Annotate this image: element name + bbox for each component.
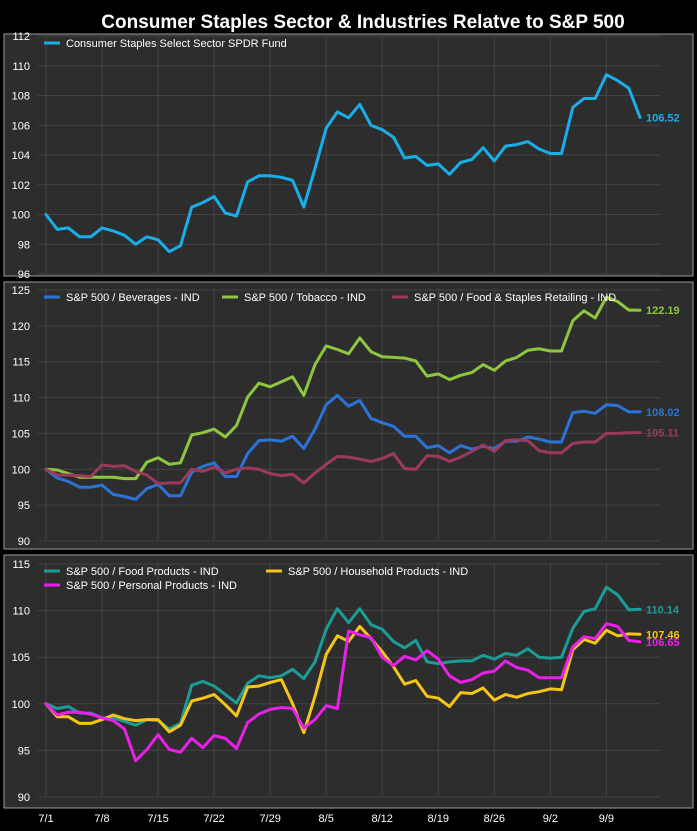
y-tick-label: 112 xyxy=(12,31,30,43)
chart-panel-2: 90 95 100 105 110 115 120 125 108.02 122.19 105.11… xyxy=(3,281,694,550)
y-tick-label: 102 xyxy=(12,180,30,192)
x-tick-label: 8/26 xyxy=(484,813,505,825)
y-tick-label: 120 xyxy=(12,321,30,333)
panel-frame xyxy=(3,554,694,809)
y-tick-label: 100 xyxy=(12,210,30,222)
y-tick-label: 95 xyxy=(18,500,30,512)
legend-entry: S&P 500 / Food & Staples Retailing - IND xyxy=(414,292,616,304)
y-tick-label: 108 xyxy=(12,91,30,103)
x-tick-label: 8/12 xyxy=(372,813,393,825)
y-tick-label: 105 xyxy=(12,652,30,664)
y-tick-label: 110 xyxy=(12,61,30,73)
y-tick-label: 110 xyxy=(12,393,30,405)
y-tick-label: 90 xyxy=(18,792,30,804)
y-tick-label: 110 xyxy=(12,606,30,618)
x-tick-label: 8/19 xyxy=(428,813,449,825)
y-tick-label: 96 xyxy=(18,269,30,281)
legend-entry: S&P 500 / Food Products - IND xyxy=(66,566,219,578)
legend-entry: S&P 500 / Tobacco - IND xyxy=(244,292,366,304)
x-tick-label: 7/22 xyxy=(203,813,224,825)
y-tick-label: 90 xyxy=(18,536,30,548)
legend-entry: S&P 500 / Beverages - IND xyxy=(66,292,200,304)
y-tick-label: 98 xyxy=(18,239,30,251)
x-tick-label: 7/29 xyxy=(259,813,280,825)
x-tick-label: 8/5 xyxy=(319,813,334,825)
y-tick-label: 125 xyxy=(12,285,30,297)
series-line xyxy=(44,624,642,735)
legend-entry: S&P 500 / Household Products - IND xyxy=(288,566,468,578)
series-end-label: 108.02 xyxy=(646,407,680,419)
panel-frame xyxy=(3,281,694,550)
series-end-label: 107.46 xyxy=(646,629,680,641)
series-end-label: 106.65 xyxy=(646,637,680,649)
x-tick-label: 7/8 xyxy=(94,813,109,825)
y-tick-label: 115 xyxy=(12,559,30,571)
y-tick-label: 115 xyxy=(12,357,30,369)
series-line xyxy=(44,393,642,501)
y-tick-label: 95 xyxy=(18,745,30,757)
series-line xyxy=(44,622,642,763)
y-tick-label: 106 xyxy=(12,120,30,132)
y-tick-label: 105 xyxy=(12,428,30,440)
y-tick-label: 104 xyxy=(12,150,30,162)
series-end-label: 122.19 xyxy=(646,305,680,317)
chart-title: Consumer Staples Sector & Industries Rel… xyxy=(101,12,624,33)
chart-panels: 96 98 100 102 104 106 108 110 112 106.52 Consumer … xyxy=(3,31,694,809)
x-tick-label: 7/15 xyxy=(147,813,168,825)
series-line xyxy=(44,73,642,254)
series-line xyxy=(44,295,642,481)
x-tick-label: 9/9 xyxy=(599,813,614,825)
series-end-label: 106.52 xyxy=(646,113,680,125)
x-axis: 7/1 7/8 7/15 7/22 7/29 8/5 8/12 8/19 8/26 9/2 9/9 xyxy=(38,813,614,825)
series-line xyxy=(44,431,642,486)
legend-entry: Consumer Staples Select Sector SPDR Fund xyxy=(66,38,287,50)
chart-panel-1: 96 98 100 102 104 106 108 110 112 106.52 Consumer … xyxy=(3,31,694,281)
series-end-label: 110.14 xyxy=(646,604,680,616)
y-tick-label: 100 xyxy=(12,699,30,711)
legend-entry: S&P 500 / Personal Products - IND xyxy=(66,580,237,592)
y-tick-label: 100 xyxy=(12,464,30,476)
x-tick-label: 7/1 xyxy=(38,813,53,825)
series-end-label: 105.11 xyxy=(646,428,679,440)
x-tick-label: 9/2 xyxy=(543,813,558,825)
